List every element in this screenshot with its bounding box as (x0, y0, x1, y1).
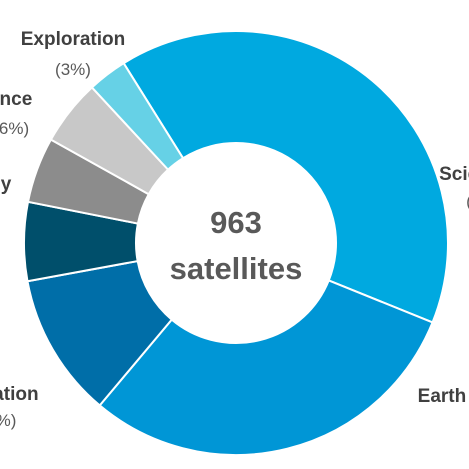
label-partial-y: y (1, 174, 12, 195)
center-unit: satellites (170, 251, 303, 286)
label-navigation: Navigation (0, 384, 39, 405)
label-intelligence: Intelligence (0, 89, 32, 110)
label-earth-observation: Earth Observation (418, 386, 469, 407)
pct-navigation: %) (0, 411, 16, 430)
pct-science: ( (466, 192, 469, 211)
label-exploration: Exploration (21, 29, 126, 50)
chart-slices (23, 30, 449, 456)
label-science: Science (439, 164, 469, 185)
donut-hole (136, 143, 336, 343)
pct-exploration: (3%) (55, 60, 91, 79)
center-count: 963 (210, 205, 262, 240)
pct-intelligence: 6%) (0, 119, 29, 138)
